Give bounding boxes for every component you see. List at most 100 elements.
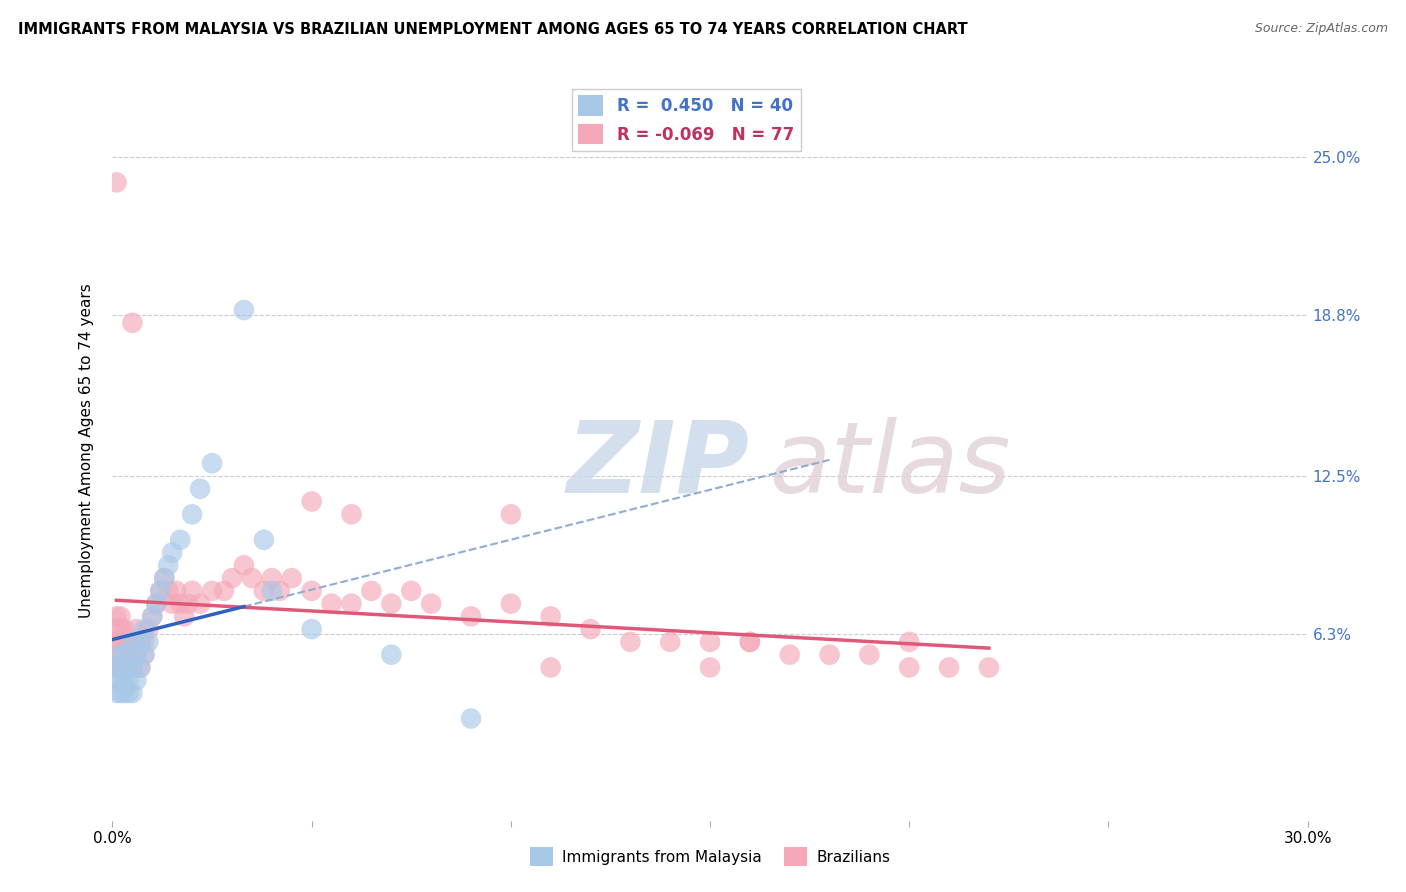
- Point: [125, 648, 148, 662]
- Point: [153, 571, 176, 585]
- Point: [898, 660, 921, 674]
- Point: [121, 660, 143, 674]
- Point: [125, 622, 148, 636]
- Point: [105, 609, 128, 624]
- Point: [499, 508, 522, 522]
- Point: [779, 648, 801, 662]
- Point: [114, 648, 135, 662]
- Point: [281, 571, 304, 585]
- Point: [169, 533, 191, 547]
- Point: [145, 597, 167, 611]
- Point: [121, 635, 143, 649]
- Point: [460, 609, 482, 624]
- Point: [129, 635, 152, 649]
- Point: [105, 673, 128, 688]
- Point: [269, 583, 291, 598]
- Point: [201, 583, 224, 598]
- Point: [117, 635, 139, 649]
- Point: [117, 673, 139, 688]
- Point: [540, 609, 562, 624]
- Point: [110, 648, 132, 662]
- Point: [233, 558, 256, 573]
- Point: [818, 648, 841, 662]
- Point: [149, 583, 172, 598]
- Point: [659, 635, 682, 649]
- Point: [898, 635, 921, 649]
- Point: [579, 622, 602, 636]
- Point: [149, 583, 172, 598]
- Point: [117, 648, 139, 662]
- Text: atlas: atlas: [770, 417, 1011, 514]
- Point: [110, 622, 132, 636]
- Point: [260, 583, 283, 598]
- Point: [233, 303, 256, 318]
- Point: [321, 597, 343, 611]
- Point: [181, 583, 204, 598]
- Point: [240, 571, 263, 585]
- Point: [125, 648, 148, 662]
- Point: [253, 583, 276, 598]
- Point: [977, 660, 1000, 674]
- Point: [138, 622, 160, 636]
- Point: [177, 597, 200, 611]
- Point: [380, 597, 402, 611]
- Point: [134, 648, 156, 662]
- Point: [117, 660, 139, 674]
- Point: [105, 660, 128, 674]
- Point: [121, 648, 143, 662]
- Point: [121, 316, 143, 330]
- Point: [301, 622, 323, 636]
- Point: [738, 635, 761, 649]
- Point: [121, 660, 143, 674]
- Point: [110, 635, 132, 649]
- Point: [260, 571, 283, 585]
- Point: [129, 660, 152, 674]
- Point: [173, 609, 195, 624]
- Point: [105, 660, 128, 674]
- Point: [157, 558, 180, 573]
- Point: [301, 583, 323, 598]
- Point: [221, 571, 243, 585]
- Point: [110, 673, 132, 688]
- Point: [105, 635, 128, 649]
- Point: [212, 583, 235, 598]
- Point: [105, 648, 128, 662]
- Point: [114, 622, 135, 636]
- Point: [169, 597, 191, 611]
- Legend: Immigrants from Malaysia, Brazilians: Immigrants from Malaysia, Brazilians: [523, 841, 897, 872]
- Point: [165, 583, 187, 598]
- Point: [117, 660, 139, 674]
- Point: [201, 456, 224, 470]
- Point: [153, 571, 176, 585]
- Point: [738, 635, 761, 649]
- Point: [380, 648, 402, 662]
- Point: [114, 660, 135, 674]
- Point: [134, 622, 156, 636]
- Point: [110, 648, 132, 662]
- Point: [420, 597, 443, 611]
- Point: [188, 482, 211, 496]
- Text: ZIP: ZIP: [567, 417, 749, 514]
- Text: IMMIGRANTS FROM MALAYSIA VS BRAZILIAN UNEMPLOYMENT AMONG AGES 65 TO 74 YEARS COR: IMMIGRANTS FROM MALAYSIA VS BRAZILIAN UN…: [18, 22, 967, 37]
- Point: [460, 712, 482, 726]
- Point: [162, 545, 183, 559]
- Point: [699, 660, 721, 674]
- Point: [162, 597, 183, 611]
- Point: [110, 686, 132, 700]
- Point: [117, 686, 139, 700]
- Point: [699, 635, 721, 649]
- Point: [121, 686, 143, 700]
- Point: [181, 508, 204, 522]
- Point: [340, 597, 363, 611]
- Point: [858, 648, 880, 662]
- Text: Source: ZipAtlas.com: Source: ZipAtlas.com: [1254, 22, 1388, 36]
- Point: [499, 597, 522, 611]
- Point: [114, 635, 135, 649]
- Y-axis label: Unemployment Among Ages 65 to 74 years: Unemployment Among Ages 65 to 74 years: [79, 283, 94, 618]
- Point: [114, 686, 135, 700]
- Point: [134, 648, 156, 662]
- Point: [114, 660, 135, 674]
- Point: [114, 648, 135, 662]
- Point: [188, 597, 211, 611]
- Point: [340, 508, 363, 522]
